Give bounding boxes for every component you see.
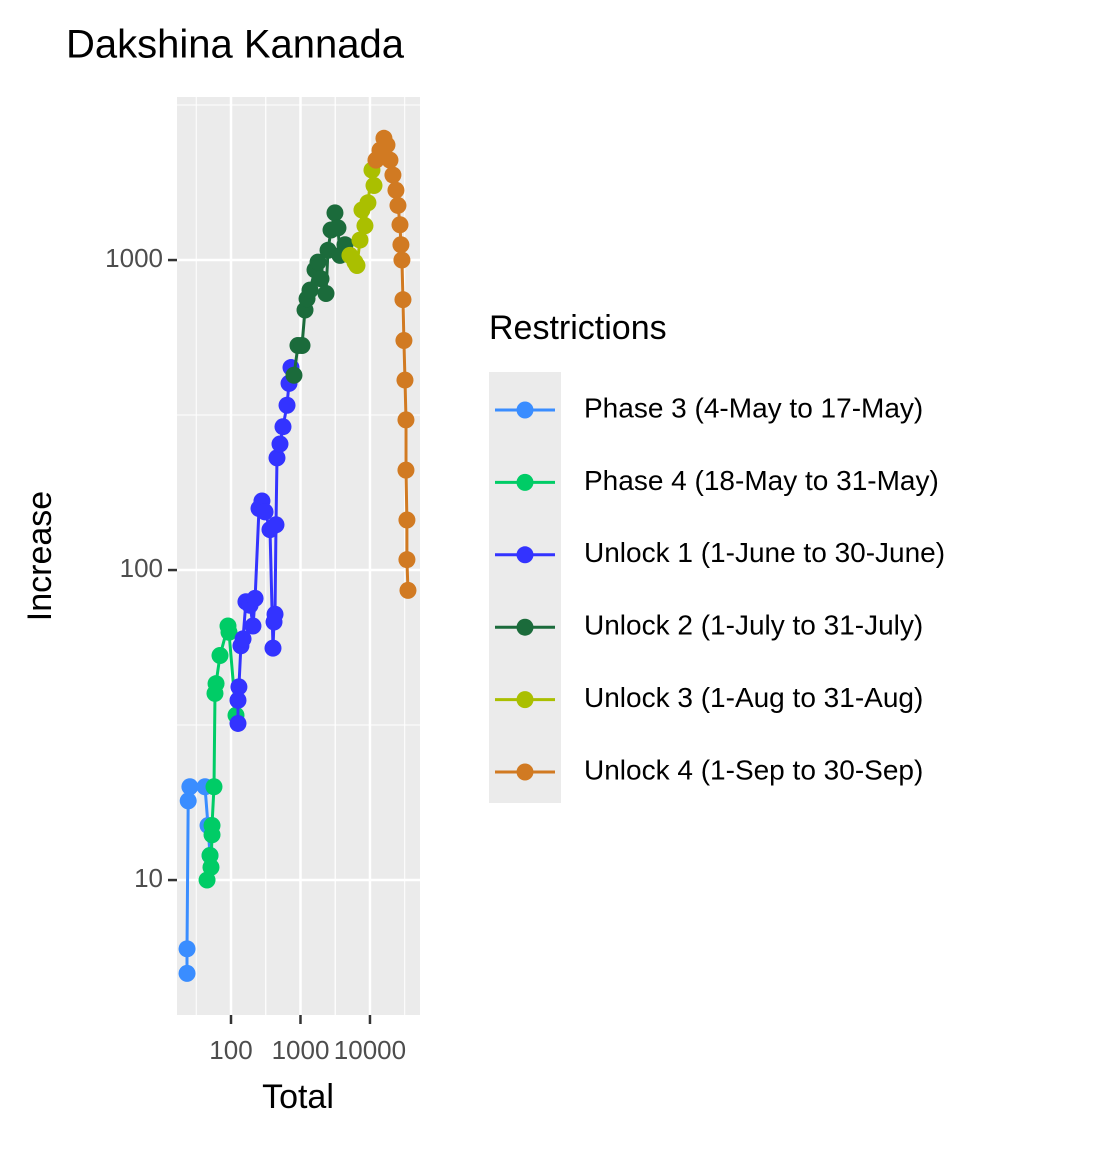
data-point bbox=[229, 714, 247, 732]
data-point bbox=[399, 581, 417, 599]
data-point bbox=[301, 281, 319, 299]
data-point bbox=[393, 251, 411, 269]
data-point bbox=[329, 219, 347, 237]
data-point bbox=[179, 792, 197, 810]
data-point bbox=[384, 166, 402, 184]
data-point bbox=[397, 461, 415, 479]
data-point bbox=[244, 617, 262, 635]
legend-key-point bbox=[516, 401, 534, 419]
legend-title: Restrictions bbox=[489, 309, 667, 347]
data-point bbox=[285, 366, 303, 384]
x-tick-label: 100 bbox=[209, 1035, 252, 1065]
data-point bbox=[392, 236, 410, 254]
data-point bbox=[365, 176, 383, 194]
data-point bbox=[395, 332, 413, 350]
data-point bbox=[389, 196, 407, 214]
data-point bbox=[267, 516, 285, 534]
legend-key-point bbox=[516, 618, 534, 636]
y-tick-label: 1000 bbox=[105, 243, 163, 273]
data-point bbox=[198, 871, 216, 889]
legend-label: Phase 3 (4-May to 17-May) bbox=[584, 392, 923, 423]
legend-label: Unlock 2 (1-July to 31-July) bbox=[584, 610, 923, 641]
marks bbox=[178, 129, 417, 982]
data-point bbox=[356, 217, 374, 235]
data-point bbox=[230, 678, 248, 696]
x-tick-label: 10000 bbox=[334, 1035, 406, 1065]
legend-label: Unlock 4 (1-Sep to 30-Sep) bbox=[584, 754, 923, 785]
data-point bbox=[205, 778, 223, 796]
x-tick-label: 1000 bbox=[272, 1035, 330, 1065]
data-point bbox=[181, 778, 199, 796]
legend-key-point bbox=[516, 473, 534, 491]
data-point bbox=[211, 647, 229, 665]
data-point bbox=[264, 639, 282, 657]
data-point bbox=[256, 503, 274, 521]
legend-key-point bbox=[516, 546, 534, 564]
data-point bbox=[394, 291, 412, 309]
legend-label: Unlock 3 (1-Aug to 31-Aug) bbox=[584, 682, 923, 713]
data-point bbox=[271, 435, 289, 453]
data-point bbox=[378, 136, 396, 154]
legend-key-point bbox=[516, 691, 534, 709]
data-point bbox=[207, 675, 225, 693]
data-point bbox=[309, 253, 327, 271]
legend-label: Phase 4 (18-May to 31-May) bbox=[584, 465, 939, 496]
data-point bbox=[220, 623, 238, 641]
data-point bbox=[312, 270, 330, 288]
data-point bbox=[293, 337, 311, 355]
data-point bbox=[351, 231, 369, 249]
y-axis-title: Increase bbox=[21, 491, 59, 621]
data-point bbox=[266, 605, 284, 623]
legend-key-point bbox=[516, 763, 534, 781]
data-point bbox=[178, 940, 196, 958]
data-point bbox=[391, 216, 409, 234]
data-point bbox=[268, 449, 286, 467]
data-point bbox=[229, 691, 247, 709]
legend-label: Unlock 1 (1-June to 30-June) bbox=[584, 537, 945, 568]
data-point bbox=[234, 630, 252, 648]
data-point bbox=[381, 151, 399, 169]
data-point bbox=[397, 411, 415, 429]
data-point bbox=[326, 204, 344, 222]
data-point bbox=[202, 858, 220, 876]
grid bbox=[177, 97, 420, 1015]
data-point bbox=[278, 396, 296, 414]
data-point bbox=[203, 816, 221, 834]
data-point bbox=[398, 551, 416, 569]
data-point bbox=[246, 589, 264, 607]
legend-key-background bbox=[489, 372, 561, 803]
data-point bbox=[274, 418, 292, 436]
data-point bbox=[396, 371, 414, 389]
data-point bbox=[317, 284, 335, 302]
data-point bbox=[348, 257, 366, 275]
data-point bbox=[398, 511, 416, 529]
chart-title: Dakshina Kannada bbox=[66, 23, 405, 67]
legend: Restrictions Phase 3 (4-May to 17-May) Ph… bbox=[489, 309, 945, 803]
data-point bbox=[359, 194, 377, 212]
x-axis-title: Total bbox=[262, 1078, 334, 1116]
data-point bbox=[387, 181, 405, 199]
data-point bbox=[178, 964, 196, 982]
y-tick-label: 10 bbox=[134, 863, 163, 893]
y-tick-label: 100 bbox=[120, 553, 163, 583]
